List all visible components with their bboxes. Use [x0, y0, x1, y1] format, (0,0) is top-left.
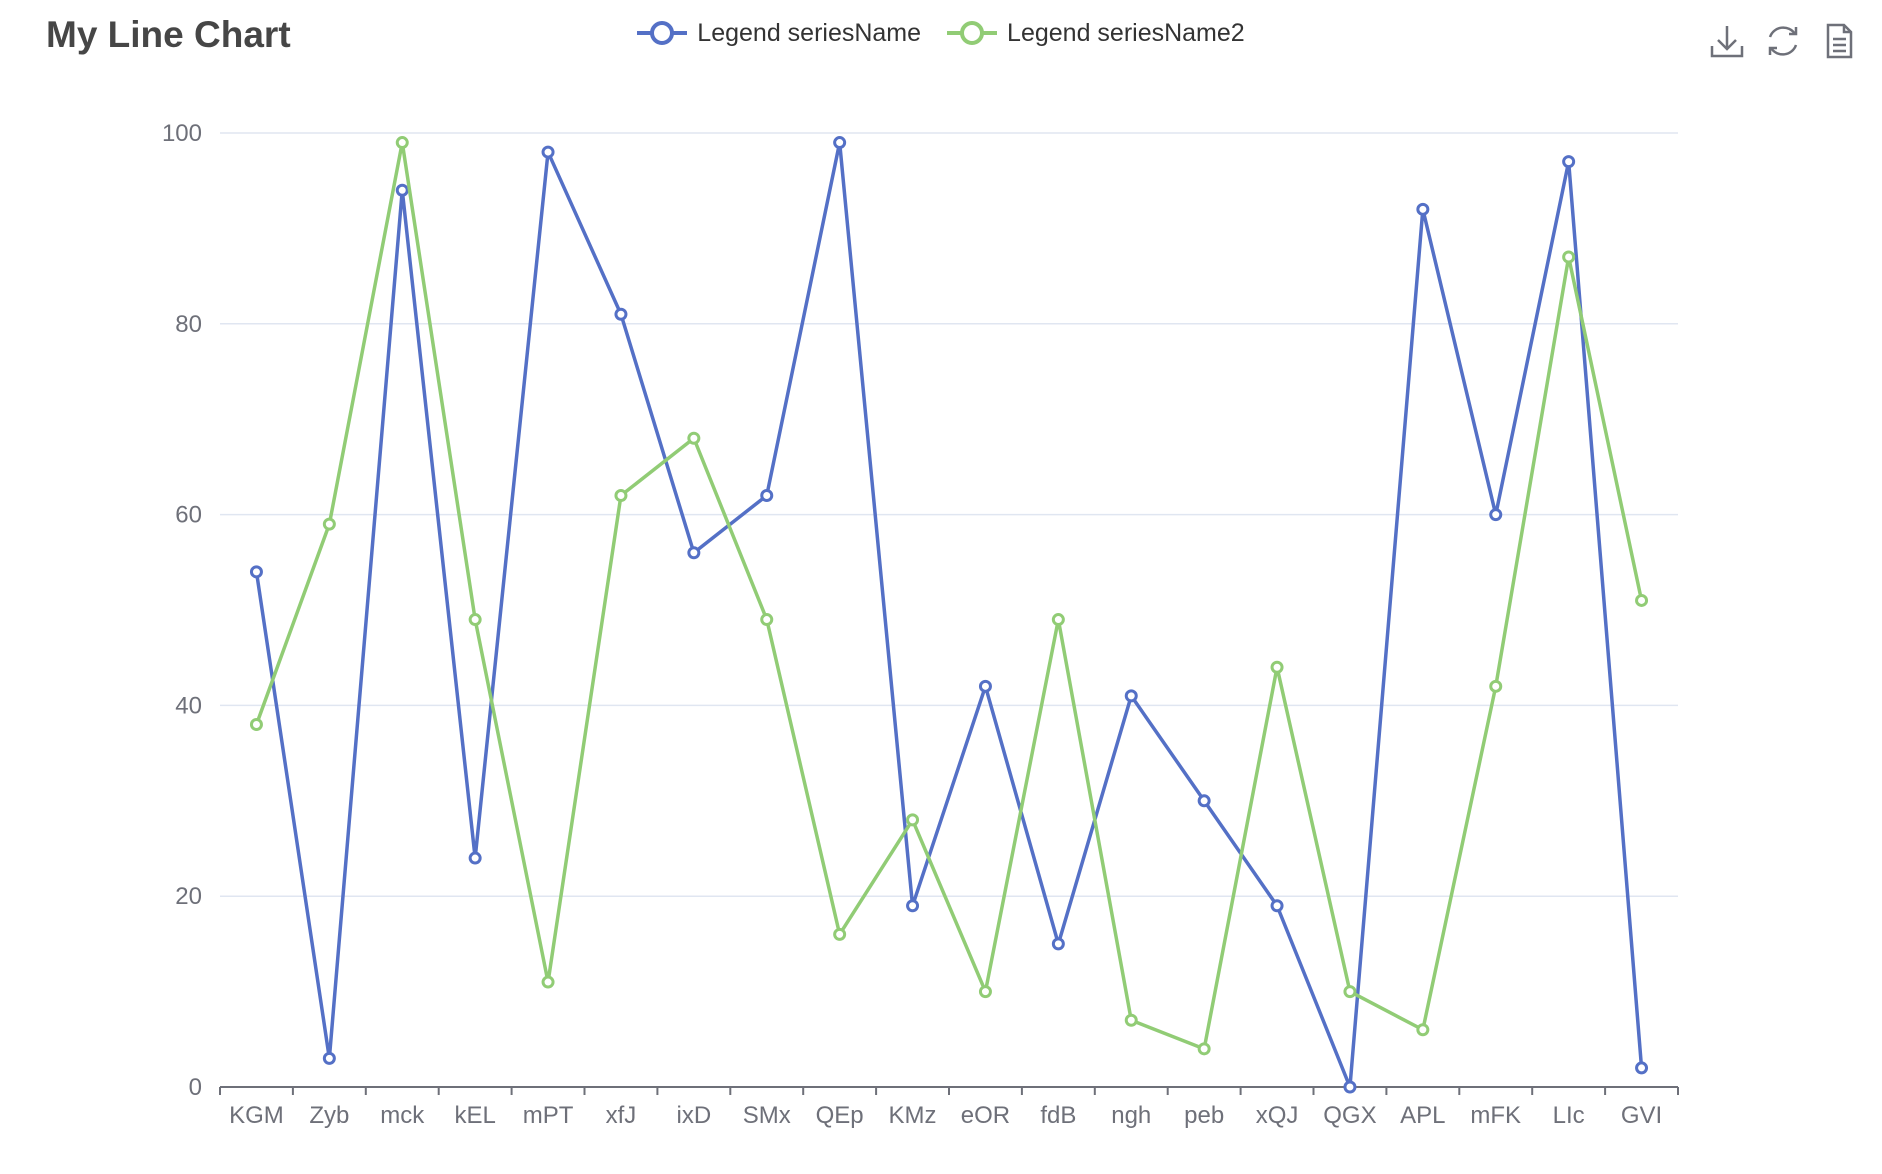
x-tick-label: eOR	[961, 1102, 1010, 1129]
legend-label-series-2: Legend seriesName2	[1007, 18, 1245, 47]
data-point-series-1	[1124, 689, 1138, 703]
y-tick-label: 20	[175, 883, 202, 910]
x-tick-label: SMx	[743, 1102, 791, 1129]
data-point-series-1	[395, 183, 409, 197]
x-tick-label: KMz	[889, 1102, 937, 1129]
download-icon[interactable]	[1708, 22, 1746, 60]
series-line-1	[254, 140, 1644, 1089]
data-point-series-1	[468, 851, 482, 865]
legend: Legend seriesName Legend seriesName2	[0, 18, 1882, 48]
x-tick-label: GVI	[1621, 1102, 1662, 1129]
data-point-series-1	[1416, 202, 1430, 216]
data-point-series-1	[1562, 155, 1576, 169]
y-tick-label: 80	[175, 311, 202, 338]
data-point-series-1	[978, 679, 992, 693]
document-icon[interactable]	[1820, 22, 1858, 60]
data-point-series-1	[687, 546, 701, 560]
data-point-series-2	[906, 813, 920, 827]
x-tick-label: mPT	[523, 1102, 574, 1129]
data-point-series-2	[1343, 985, 1357, 999]
data-point-series-2	[1635, 593, 1649, 607]
data-point-series-1	[1635, 1061, 1649, 1075]
data-point-series-2	[1051, 613, 1065, 627]
data-point-series-2	[978, 985, 992, 999]
data-point-series-2	[395, 136, 409, 150]
legend-item-series-1[interactable]: Legend seriesName	[637, 18, 921, 48]
data-point-series-1	[833, 136, 847, 150]
data-point-series-1	[322, 1051, 336, 1065]
data-point-series-1	[760, 489, 774, 503]
y-tick-label: 0	[189, 1074, 202, 1101]
x-tick-label: xQJ	[1256, 1102, 1299, 1129]
x-tick-label: ixD	[677, 1102, 712, 1129]
data-point-series-1	[1489, 508, 1503, 522]
data-point-series-2	[249, 717, 263, 731]
data-point-series-2	[614, 489, 628, 503]
data-point-series-2	[760, 613, 774, 627]
data-point-series-2	[1124, 1013, 1138, 1027]
x-tick-label: peb	[1184, 1102, 1224, 1129]
refresh-icon[interactable]	[1764, 22, 1802, 60]
data-point-series-2	[1562, 250, 1576, 264]
data-point-series-1	[1270, 899, 1284, 913]
x-tick-label: mFK	[1470, 1102, 1521, 1129]
legend-item-series-2[interactable]: Legend seriesName2	[947, 18, 1245, 48]
x-tick-label: fdB	[1040, 1102, 1076, 1129]
x-tick-label: KGM	[229, 1102, 284, 1129]
chart-title: My Line Chart	[46, 14, 291, 55]
data-point-series-2	[468, 613, 482, 627]
data-point-series-2	[1270, 660, 1284, 674]
y-tick-label: 100	[162, 120, 202, 147]
legend-swatch-series-1	[637, 21, 688, 45]
x-tick-label: APL	[1400, 1102, 1445, 1129]
data-point-series-2	[833, 927, 847, 941]
data-point-series-1	[906, 899, 920, 913]
data-point-series-1	[249, 565, 263, 579]
data-point-series-2	[1416, 1023, 1430, 1037]
data-point-series-1	[614, 307, 628, 321]
x-tick-label: QGX	[1323, 1102, 1376, 1129]
data-point-series-1	[1343, 1080, 1357, 1094]
data-point-series-1	[1197, 794, 1211, 808]
x-tick-label: kEL	[454, 1102, 495, 1129]
y-tick-label: 40	[175, 692, 202, 719]
x-tick-label: mck	[380, 1102, 425, 1129]
x-tick-label: LIc	[1553, 1102, 1585, 1129]
x-tick-label: QEp	[816, 1102, 864, 1129]
legend-swatch-series-2	[947, 21, 998, 45]
toolbox	[1708, 22, 1858, 60]
data-point-series-2	[541, 975, 555, 989]
legend-label-series-1: Legend seriesName	[697, 18, 922, 47]
data-point-series-2	[322, 517, 336, 531]
x-tick-label: xfJ	[606, 1102, 637, 1129]
data-point-series-2	[687, 431, 701, 445]
data-point-series-2	[1197, 1042, 1211, 1056]
data-point-series-2	[1489, 679, 1503, 693]
data-point-series-1	[541, 145, 555, 159]
x-tick-label: Zyb	[309, 1102, 349, 1129]
data-point-series-1	[1051, 937, 1065, 951]
y-tick-label: 60	[175, 502, 202, 529]
series-line-2	[254, 140, 1644, 1051]
x-tick-label: ngh	[1111, 1102, 1151, 1129]
